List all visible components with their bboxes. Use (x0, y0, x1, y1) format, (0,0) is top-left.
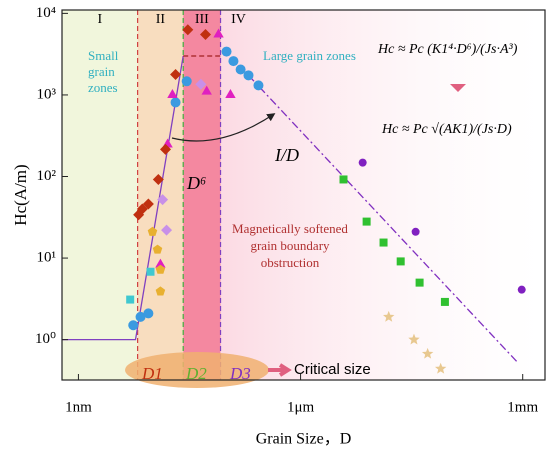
point (434, 362, 447, 374)
point (411, 227, 420, 236)
y-tick-label: 10¹ (37, 250, 57, 266)
critical-ellipse (125, 352, 269, 388)
point (170, 69, 182, 81)
point (181, 76, 192, 87)
point (415, 278, 424, 287)
plot-frame (61, 9, 546, 381)
point (243, 70, 254, 81)
x-tick-label: 1nm (65, 399, 92, 415)
point (213, 28, 224, 38)
y-tick-label: 10⁴ (36, 5, 56, 21)
annotation: D⁶ (186, 173, 206, 193)
annotation: Small (88, 48, 119, 63)
point (201, 85, 212, 95)
point (383, 310, 395, 322)
point (362, 217, 371, 226)
point (408, 333, 420, 345)
point (358, 158, 367, 167)
point (221, 46, 232, 57)
point (421, 347, 434, 359)
annotation: D2 (185, 364, 207, 383)
point (147, 226, 158, 236)
y-tick-label: 10⁰ (35, 331, 56, 347)
y-tick-label: 10³ (37, 86, 57, 102)
region-label: III (195, 12, 209, 27)
region-label: I (97, 12, 102, 27)
point (396, 257, 405, 266)
point (161, 224, 173, 236)
point (142, 198, 154, 210)
point (157, 194, 169, 206)
y-tick-label: 10² (37, 168, 57, 184)
point (170, 97, 181, 108)
arrow (171, 113, 276, 142)
guide-line (248, 74, 518, 362)
point (155, 258, 166, 268)
y-axis-label: Hc(A/m) (11, 164, 30, 225)
point (235, 64, 246, 75)
point (128, 320, 139, 331)
point (126, 295, 135, 304)
region-label: II (156, 12, 166, 27)
annotation: obstruction (261, 255, 320, 270)
point (517, 285, 526, 294)
point (199, 29, 211, 41)
annotation: grain (88, 64, 115, 79)
x-tick-label: 1μm (287, 399, 315, 415)
annotation: Large grain zones (263, 48, 356, 63)
point (440, 297, 449, 306)
x-tick-label: 1mm (507, 399, 538, 415)
annotation: D3 (229, 364, 251, 383)
annotation: zones (88, 80, 118, 95)
formula: Hc ≈ Pc (K1⁴·D⁶)/(Js·A³) (377, 42, 518, 57)
x-axis-label: Grain Size，D (256, 431, 352, 448)
point (167, 88, 178, 98)
region (220, 10, 545, 380)
region (183, 10, 221, 380)
point (379, 238, 388, 247)
annotation: grain boundary (250, 238, 330, 253)
point (135, 311, 146, 322)
point (225, 88, 236, 98)
point (155, 264, 166, 274)
point (253, 80, 264, 91)
region-label: IV (231, 12, 246, 27)
annotation: Critical size (294, 361, 371, 378)
point (182, 24, 194, 36)
point (228, 56, 239, 67)
annotation: Magnetically softened (232, 221, 348, 236)
point (195, 78, 207, 90)
point (152, 244, 163, 254)
point (339, 175, 348, 184)
arrow-right (268, 363, 292, 377)
point (146, 267, 155, 276)
annotation: I/D (274, 145, 299, 165)
point (143, 308, 154, 319)
point (160, 143, 172, 155)
point (152, 173, 164, 185)
formula: Hc ≈ Pc √(AK1)/(Js·D) (381, 122, 512, 137)
annotation: D1 (141, 364, 163, 383)
arrow-down (450, 84, 466, 92)
region (62, 10, 138, 380)
point (155, 286, 166, 296)
